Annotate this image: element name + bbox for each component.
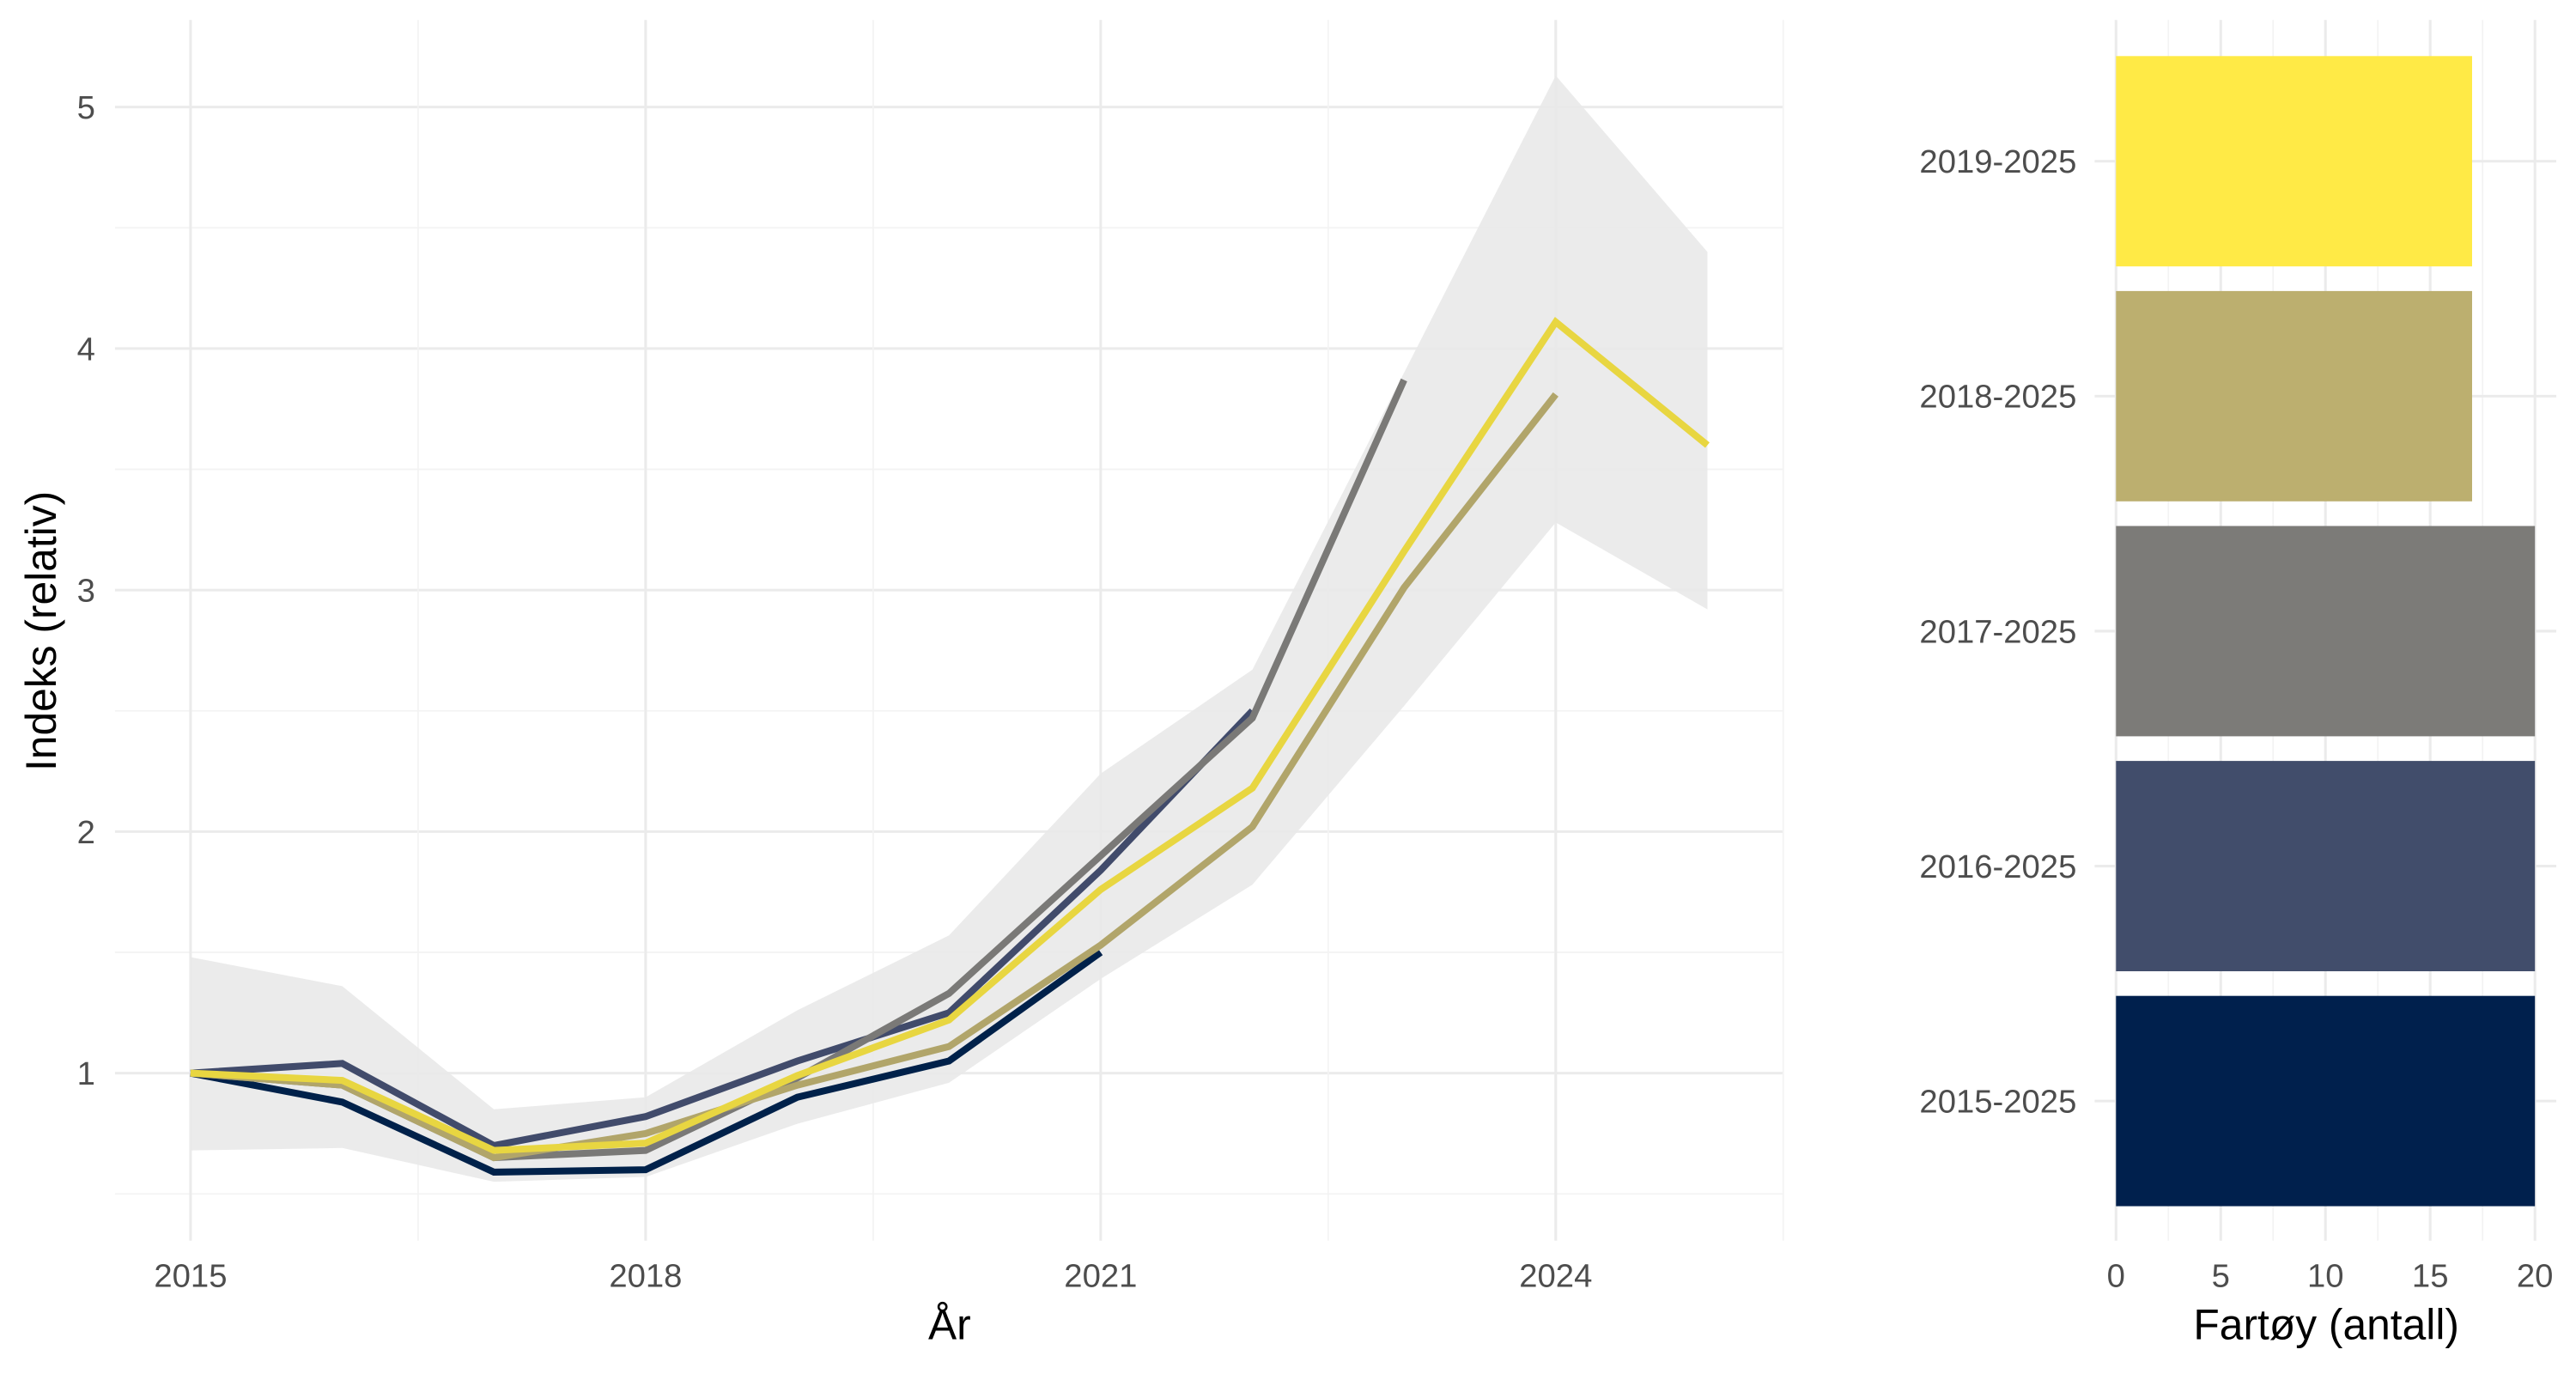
x-tick-label: 2018 — [609, 1257, 682, 1294]
bars — [2116, 56, 2536, 1207]
y-tick-label: 1 — [77, 1055, 95, 1092]
series-lines — [190, 317, 1710, 1176]
y-tick-label: 2017-2025 — [1919, 613, 2076, 650]
bar-x-axis-title: Fartøy (antall) — [2193, 1301, 2459, 1349]
y-tick-label: 3 — [77, 573, 95, 610]
y-tick-label: 2019-2025 — [1919, 143, 2076, 180]
x-tick-label: 10 — [2307, 1257, 2344, 1294]
series-line-2015-2025 — [190, 949, 1103, 1176]
line-y-axis-title: Indeks (relativ) — [17, 491, 65, 771]
y-tick-label: 2018-2025 — [1919, 379, 2076, 416]
confidence-ribbon-group — [190, 76, 1708, 1182]
y-tick-label: 4 — [77, 331, 95, 368]
series-line-2018-2025 — [190, 392, 1558, 1162]
line-panel-ticks: 2015 2018 2021 2024 1 2 3 4 5 — [77, 89, 1593, 1294]
line-x-axis-title: År — [928, 1301, 971, 1349]
x-tick-label: 2021 — [1064, 1257, 1137, 1294]
bar-2018-2025 — [2116, 290, 2472, 502]
bar-2017-2025 — [2116, 526, 2536, 737]
x-tick-label: 2015 — [154, 1257, 227, 1294]
bar-2019-2025 — [2116, 56, 2472, 267]
bar-2015-2025 — [2116, 995, 2536, 1207]
y-tick-label: 2015-2025 — [1919, 1084, 2076, 1121]
bar-2016-2025 — [2116, 761, 2536, 971]
confidence-ribbon — [190, 76, 1708, 1182]
y-tick-label: 5 — [77, 89, 95, 126]
y-tick-label: 2 — [77, 814, 95, 851]
x-tick-label: 15 — [2412, 1257, 2449, 1294]
series-line-2019-2025 — [190, 317, 1710, 1154]
x-tick-label: 2024 — [1519, 1257, 1592, 1294]
x-tick-label: 0 — [2107, 1257, 2125, 1294]
bar-panel-ticks: 2019-20252018-20252017-20252016-20252015… — [1919, 143, 2553, 1294]
x-tick-label: 20 — [2517, 1257, 2554, 1294]
series-line-2016-2025 — [190, 708, 1255, 1150]
y-tick-label: 2016-2025 — [1919, 848, 2076, 885]
x-tick-label: 5 — [2212, 1257, 2230, 1294]
